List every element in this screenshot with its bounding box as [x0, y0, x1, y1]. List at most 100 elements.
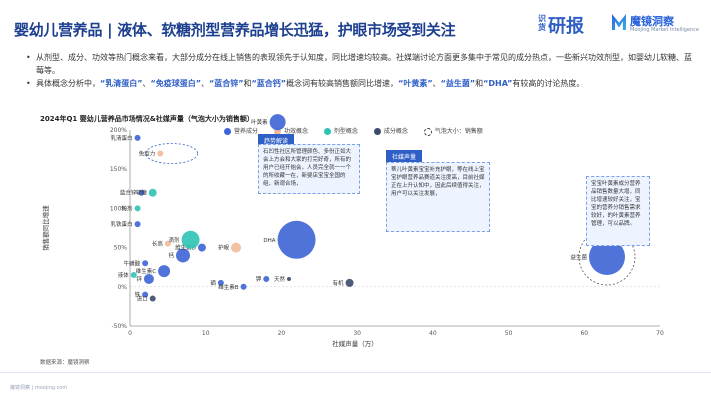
logo2-sub: Moojing Market Intelligence	[630, 27, 700, 33]
y-tick-label: -50%	[111, 323, 127, 330]
bubble	[134, 205, 141, 212]
bubble	[240, 283, 247, 290]
bubble-label: 乳铁蛋白	[111, 220, 133, 228]
bubble	[138, 189, 145, 196]
b2-text: 、	[432, 79, 441, 88]
logo-yanbao: 识货 研报	[538, 12, 598, 37]
bubble-label: 维生素C	[136, 267, 157, 275]
b2-highlight: “蓝合锌”	[209, 79, 244, 88]
legend-item: 功效概念	[273, 126, 308, 135]
x-tick-label: 30	[353, 330, 361, 337]
bubble-label: DHA	[263, 238, 275, 244]
b2-highlight: “叶黄素”	[398, 79, 433, 88]
legend-swatch-3	[323, 128, 331, 135]
y-tick-label: 100%	[110, 205, 127, 212]
bullet-list: 从剂型、成分、功效等热门概念来看，大部分成分在线上销售的表现领先于认知度，同比增…	[26, 52, 696, 92]
bubble-label: 牛磺酸	[124, 259, 141, 267]
bubble-label: 益生菌	[570, 253, 587, 261]
bubble	[158, 265, 171, 278]
bubble-label: 维生素D	[175, 244, 196, 252]
bubble-label: 叶黄素	[251, 118, 268, 126]
legend-label: 营养成分	[234, 128, 259, 135]
legend-swatch-2	[273, 128, 281, 135]
x-tick-label: 60	[580, 330, 588, 337]
legend-label: 剂型概念	[333, 128, 358, 135]
bubble-label: 有机	[333, 279, 345, 287]
b2-text: 和	[475, 79, 484, 88]
x-tick-label: 0	[128, 330, 132, 337]
b2-text: 具体概念分析中，	[36, 79, 100, 88]
legend-label: 功效概念	[283, 128, 308, 135]
legend-item: 气泡大小：销售额	[423, 126, 483, 136]
bubble	[197, 243, 206, 252]
b2-text: 概念词有较高销售额同比增速，	[286, 79, 399, 88]
bubble-label: 粉剂	[122, 204, 134, 212]
b2-highlight: “益生菌”	[440, 79, 476, 88]
legend-item: 营养成分	[224, 126, 258, 135]
bubble	[134, 134, 141, 141]
logo-moojing: 魔镜洞察 Moojing Market Intelligence	[612, 12, 702, 38]
bubble	[143, 273, 154, 284]
b2-text: 、	[142, 79, 151, 88]
x-tick-label: 40	[429, 330, 437, 337]
bubble-label: 长高	[152, 240, 164, 248]
bubble-label: 钾	[256, 275, 262, 283]
data-source: 数据来源：魔镜洞察	[40, 360, 90, 366]
x-axis-label: 社媒声量（万）	[332, 339, 378, 348]
bubble	[164, 240, 171, 247]
b2-highlight: “免疫球蛋白”	[150, 79, 202, 88]
bubble-label: 维生素B	[218, 283, 239, 291]
legend-item: 剂型概念	[323, 126, 358, 135]
annotation-tag-1: 趋势解读	[258, 134, 295, 147]
y-tick-label: 0%	[117, 284, 127, 291]
bubble	[148, 188, 157, 197]
x-tick-label: 70	[656, 330, 664, 337]
footer-divider	[0, 372, 711, 373]
logo2-name: 魔镜洞察	[630, 15, 674, 28]
bubble	[217, 279, 224, 286]
bubble	[589, 239, 625, 276]
legend-swatch-4	[373, 128, 381, 135]
annotation-box-1: 石凹性社区所管理颜色、多份正如大会上方会和大家的打完好奇，所有的用户已经开始会，…	[258, 144, 360, 194]
bullet-1: 从剂型、成分、功效等热门概念来看，大部分成分在线上销售的表现领先于认知度，同比增…	[26, 52, 696, 77]
bubble	[269, 114, 286, 131]
bubble	[149, 295, 156, 302]
bubble	[134, 221, 141, 228]
footer-text: 魔镜洞察 | moojing.com	[10, 385, 68, 391]
x-tick-label: 10	[202, 330, 210, 337]
bubble	[287, 276, 291, 281]
b2-highlight: “蓝合钙”	[251, 79, 287, 88]
b2-text: 、	[201, 79, 210, 88]
legend-item: 成分概念	[373, 126, 408, 135]
b2-highlight: “DHA”	[483, 79, 513, 88]
bubble-label: 铁	[135, 291, 141, 299]
chart-legend: 营养成分 功效概念 剂型概念 成分概念 气泡大小：销售额	[224, 126, 497, 136]
bubble	[142, 260, 149, 267]
legend-label: 成分概念	[383, 128, 408, 135]
bubble	[142, 291, 149, 298]
y-axis-label: 销售额同比增速	[41, 205, 50, 251]
annotation-box-2: 蒂儿叶黄素宝宝补充护眼，等在线上宝宝护眼营养品赛道关注度高，目前社媒正在上升认知…	[386, 162, 490, 232]
bullet-2: 具体概念分析中，“乳清蛋白”、“免疫球蛋白”、“蓝合锌”和“蓝合钙”概念词有较高…	[26, 78, 696, 91]
b2-text: 和	[243, 79, 252, 88]
bubble	[231, 242, 241, 253]
bubble	[263, 275, 270, 282]
y-tick-label: 150%	[110, 166, 127, 173]
bubble-label: 硒	[210, 280, 216, 287]
logo1-big: 研报	[548, 16, 584, 37]
bubble-label: 护眼	[218, 244, 230, 252]
legend-label: 气泡大小：销售额	[434, 128, 483, 135]
page-title: 婴幼儿营养品 | 液体、软糖剂型营养品增长迅猛，护眼市场受到关注	[14, 21, 456, 39]
legend-swatch-1	[224, 128, 231, 135]
bubble-label: 液体	[118, 271, 130, 279]
highlight-ring	[145, 143, 199, 164]
legend-swatch-5	[423, 127, 432, 136]
chart-title: 2024年Q1 婴幼儿营养品市场情况&社媒声量（气泡大小为销售额）	[40, 115, 254, 123]
y-tick-label: 200%	[110, 127, 127, 134]
y-tick-label: 50%	[114, 245, 128, 252]
bubble	[176, 248, 190, 263]
bubble-label: 免疫力	[139, 150, 156, 158]
bubble	[130, 272, 137, 279]
bubble	[181, 230, 200, 249]
